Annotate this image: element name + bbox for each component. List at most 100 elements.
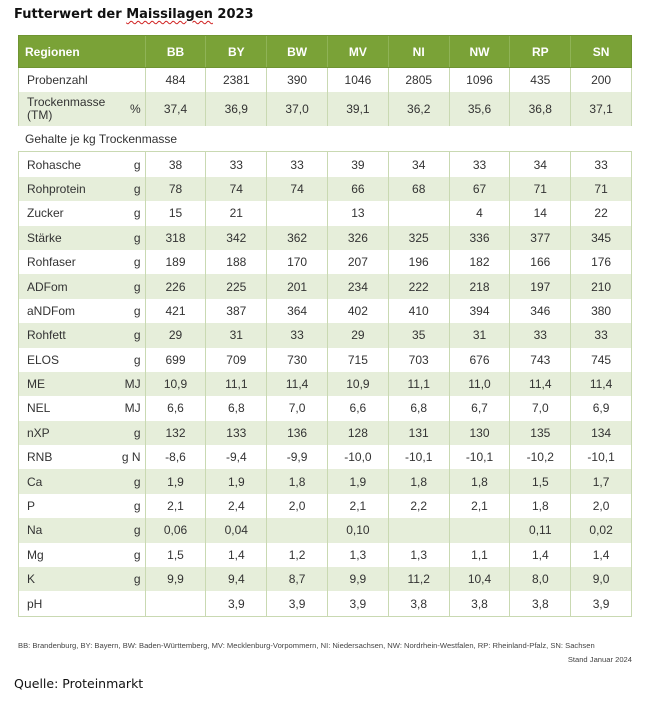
table-row: Na g 0,06 0,04 0,10 0,11 0,02 xyxy=(18,518,632,543)
value-cell: 676 xyxy=(448,347,510,372)
row-unit: g xyxy=(133,255,141,270)
table-row: aNDFom g 421 387 364 402 410 394 346 380 xyxy=(18,298,632,324)
row-label: pH xyxy=(27,596,43,611)
value-cell xyxy=(266,518,327,543)
row-unit: g N xyxy=(121,450,141,465)
value-cell: 1096 xyxy=(448,68,510,93)
table-row: NEL MJ 6,6 6,8 7,0 6,6 6,8 6,7 7,0 6,9 xyxy=(18,396,632,421)
value-cell: 128 xyxy=(327,420,388,446)
value-cell: -10,2 xyxy=(509,445,570,470)
value-cell: 33 xyxy=(266,152,327,177)
value-cell: 39 xyxy=(327,152,388,177)
row-unit: g xyxy=(133,328,141,343)
value-cell: 9,9 xyxy=(327,567,388,592)
value-cell: 703 xyxy=(387,347,449,372)
value-cell: 2381 xyxy=(205,68,266,93)
value-cell: 380 xyxy=(570,298,631,324)
row-label: ELOS xyxy=(27,352,60,367)
value-cell: 135 xyxy=(509,420,570,446)
value-cell: 364 xyxy=(266,298,327,324)
row-label: Rohfett xyxy=(27,328,66,343)
value-cell: 326 xyxy=(327,225,388,250)
value-cell: 136 xyxy=(266,420,327,446)
title-spellcheck-word: Maissilagen xyxy=(126,7,213,22)
value-cell xyxy=(387,201,449,226)
value-cell: 325 xyxy=(387,225,449,250)
value-cell: 1,8 xyxy=(509,493,570,519)
value-cell: -8,6 xyxy=(144,445,206,470)
row-label: Trockenmasse (TM) xyxy=(27,95,106,123)
value-cell: 33 xyxy=(448,152,510,177)
feed-value-table: Regionen BB BY BW MV NI NW RP SN Probenzahl 484 238… xyxy=(18,35,632,617)
row-label: Probenzahl xyxy=(27,73,88,88)
header-region-rp: RP xyxy=(509,36,570,67)
value-cell: 38 xyxy=(144,152,206,177)
table-row: Rohfaser g 189 188 170 207 196 182 166 176 xyxy=(18,249,632,275)
row-unit: MJ xyxy=(124,401,141,416)
row-unit: g xyxy=(133,181,141,196)
table-row: RNB g N -8,6 -9,4 -9,9 -10,0 -10,1 -10,1 -10,2 -1… xyxy=(18,445,632,470)
value-cell: 1,8 xyxy=(387,469,449,494)
value-cell: -9,9 xyxy=(266,445,327,470)
value-cell: 218 xyxy=(448,274,510,299)
row-label: aNDFom xyxy=(27,303,76,318)
value-cell: 394 xyxy=(448,298,510,324)
row-label: Rohasche xyxy=(27,157,82,172)
value-cell: 37,1 xyxy=(570,92,631,127)
table-row: pH 3,9 3,9 3,9 3,8 3,8 3,8 3,9 xyxy=(18,591,632,616)
value-cell: 34 xyxy=(509,152,570,177)
row-unit: g xyxy=(133,279,141,294)
row-unit: g xyxy=(133,523,141,538)
value-cell: 318 xyxy=(144,225,206,250)
value-cell: 226 xyxy=(144,274,206,299)
value-cell: 78 xyxy=(144,176,206,202)
value-cell: 11,1 xyxy=(205,371,266,397)
value-cell: 132 xyxy=(144,420,206,446)
value-cell: 3,9 xyxy=(205,591,266,616)
value-cell: 1,3 xyxy=(387,542,449,568)
value-cell: 37,4 xyxy=(144,92,206,127)
value-cell: 201 xyxy=(266,274,327,299)
value-cell: 2,4 xyxy=(205,493,266,519)
value-cell: 36,2 xyxy=(387,92,449,127)
row-unit: g xyxy=(133,499,141,514)
header-region-by: BY xyxy=(205,36,266,67)
value-cell: 225 xyxy=(205,274,266,299)
row-label: Stärke xyxy=(27,230,62,245)
row-unit: g xyxy=(133,474,141,489)
value-cell: 11,4 xyxy=(509,371,570,397)
value-cell: 715 xyxy=(327,347,388,372)
value-cell: 1,3 xyxy=(327,542,388,568)
value-cell: 3,9 xyxy=(266,591,327,616)
value-cell: 130 xyxy=(448,420,510,446)
header-region-ni: NI xyxy=(387,36,449,67)
value-cell: 37,0 xyxy=(266,92,327,127)
value-cell: 3,8 xyxy=(387,591,449,616)
value-cell: 189 xyxy=(144,249,206,275)
value-cell: 387 xyxy=(205,298,266,324)
value-cell: 35 xyxy=(387,323,449,348)
value-cell: 196 xyxy=(387,249,449,275)
value-cell: 1,2 xyxy=(266,542,327,568)
value-cell: 4 xyxy=(448,201,510,226)
value-cell: 0,10 xyxy=(327,518,388,543)
row-label: ADFom xyxy=(27,279,68,294)
value-cell: 35,6 xyxy=(448,92,510,127)
row-label: Mg xyxy=(27,547,44,562)
value-cell: 10,9 xyxy=(144,371,206,397)
value-cell: 0,06 xyxy=(144,518,206,543)
stand-date: Stand Januar 2024 xyxy=(567,655,632,664)
header-region-bb: BB xyxy=(144,36,206,67)
value-cell: 11,0 xyxy=(448,371,510,397)
value-cell: 2805 xyxy=(387,68,449,93)
value-cell: 234 xyxy=(327,274,388,299)
value-cell: 3,8 xyxy=(448,591,510,616)
value-cell: 730 xyxy=(266,347,327,372)
value-cell xyxy=(387,518,449,543)
value-cell: 362 xyxy=(266,225,327,250)
table-row: Mg g 1,5 1,4 1,2 1,3 1,3 1,1 1,4 1,4 xyxy=(18,542,632,568)
row-unit: g xyxy=(133,206,141,221)
value-cell: 0,02 xyxy=(570,518,631,543)
section-label: Gehalte je kg Trockenmasse xyxy=(25,131,178,146)
header-region-nw: NW xyxy=(448,36,510,67)
